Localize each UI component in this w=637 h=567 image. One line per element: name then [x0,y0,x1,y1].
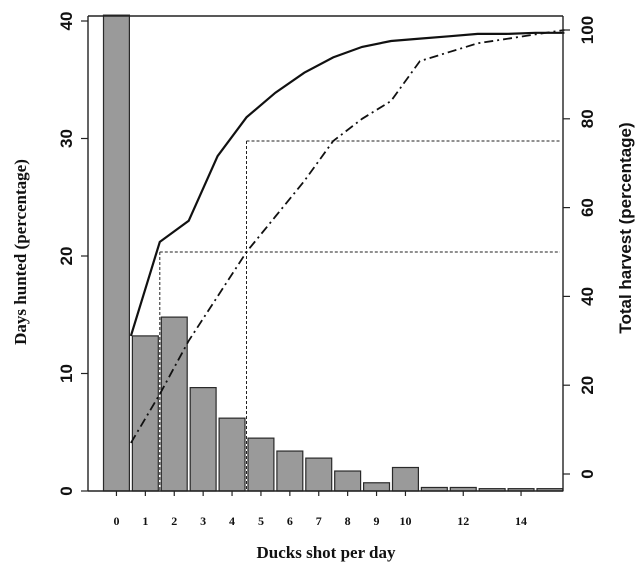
bar [276,450,304,492]
bar [391,466,419,492]
bar [160,316,188,492]
bar [102,14,130,492]
x-tick-label: 9 [374,514,380,528]
x-tick-label: 10 [399,514,411,528]
x-tick-label: 7 [316,514,322,528]
x-tick-label: 8 [345,514,351,528]
cumulative-days-line [129,31,565,337]
x-tick-label: 4 [229,514,235,528]
bar [131,335,159,492]
x-tick-label: 5 [258,514,264,528]
left-tick-label: 0 [57,486,76,495]
right-tick-label: 20 [578,376,597,395]
bar [218,417,246,492]
x-tick-label: 6 [287,514,293,528]
right-tick-label: 80 [578,109,597,128]
left-tick-label: 40 [57,12,76,31]
bar [334,470,362,492]
left-axis-title: Days hunted (percentage) [11,159,30,345]
bar [189,387,217,492]
x-tick-label: 3 [200,514,206,528]
left-tick-label: 10 [57,364,76,383]
right-tick-label: 0 [578,469,597,478]
right-axis-ticks: 0 20 40 60 80 100 [563,16,597,479]
reference-lines [159,140,560,491]
bar [363,482,391,492]
x-tick-label: 2 [171,514,177,528]
right-tick-label: 100 [578,16,597,44]
bar-group [102,14,564,492]
right-tick-label: 60 [578,198,597,217]
right-axis-title: Total harvest (percentage) [616,122,635,333]
left-tick-label: 30 [57,129,76,148]
left-axis-ticks: 0 10 20 30 40 [57,12,88,496]
cumulative-harvest-line [130,29,565,444]
x-axis-title: Ducks shot per day [256,543,396,562]
left-tick-label: 20 [57,247,76,266]
x-tick-label: 12 [457,514,469,528]
right-tick-label: 40 [578,287,597,306]
bar [247,437,275,492]
bar [305,457,333,492]
x-tick-label: 14 [515,514,527,528]
x-tick-label: 0 [113,514,119,528]
x-tick-label: 1 [142,514,148,528]
x-axis-ticks: 0 1 2 3 4 5 6 7 8 9 10 12 14 [113,491,527,528]
